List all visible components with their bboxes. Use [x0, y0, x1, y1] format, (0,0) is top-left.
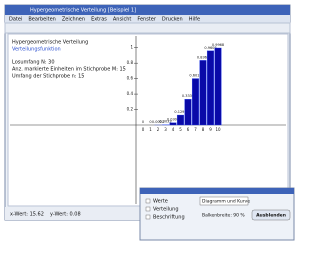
bar: [215, 48, 222, 125]
checkbox-label: Werte: [153, 199, 168, 205]
menu-item[interactable]: Extras: [91, 17, 107, 23]
info-heading: Hypergeometrische Verteilung: [12, 40, 88, 46]
menu-item[interactable]: Datei: [9, 17, 22, 23]
status-text: y-Wert: 0.08: [50, 212, 81, 218]
menu-item[interactable]: Zeichnen: [62, 17, 85, 23]
info-line: Losumfang N: 30: [12, 60, 55, 66]
x-tick-label: 5: [179, 127, 182, 132]
checkbox-label: Beschriftung: [153, 215, 185, 221]
select-value: Diagramm und Kurve: [202, 199, 250, 205]
checkbox[interactable]: [146, 199, 150, 203]
bar: [177, 115, 184, 125]
bar: [170, 123, 177, 125]
menu-item[interactable]: Hilfe: [189, 17, 200, 23]
y-tick-label: 0.8: [127, 60, 134, 65]
x-tick-label: 6: [187, 127, 190, 132]
window-title: Hypergeometrische Verteilung [Beispiel 1…: [30, 8, 136, 14]
x-tick-label: 7: [194, 127, 197, 132]
value-label: 0: [142, 120, 144, 124]
dialog-title-bar: [140, 188, 294, 194]
y-tick-label: 0.2: [127, 107, 134, 112]
info-line: Umfang der Stichprobe n: 15: [12, 74, 84, 80]
checkbox[interactable]: [146, 215, 150, 219]
screenshot: Hypergeometrische Verteilung [Beispiel 1…: [0, 0, 300, 250]
value-label: 0.9968: [212, 43, 224, 47]
y-tick-label: 0.6: [127, 76, 134, 81]
body: {"window": {"title": "Hypergeometrische …: [0, 0, 300, 250]
checkbox[interactable]: [146, 207, 150, 211]
x-tick-label: 4: [172, 127, 175, 132]
menu-item[interactable]: Drucken: [162, 17, 183, 23]
x-tick-label: 8: [202, 127, 205, 132]
menu-item[interactable]: Ansicht: [113, 17, 132, 23]
toolbar: [5, 23, 290, 33]
bar-width: Balkenbreite: 90 %: [202, 213, 245, 219]
x-tick-label: 3: [164, 127, 167, 132]
x-tick-label: 0: [142, 127, 145, 132]
menu-item[interactable]: Bearbeiten: [28, 17, 55, 23]
x-tick-label: 1: [149, 127, 152, 132]
menu-item[interactable]: Fenster: [137, 17, 156, 23]
y-tick-label: 0.4: [127, 91, 134, 96]
x-tick-label: 2: [157, 127, 160, 132]
bar: [192, 79, 199, 125]
status-text: x-Wert: 15.62: [10, 212, 44, 218]
info-subheading: Verteilungsfunktion: [12, 47, 61, 53]
x-tick-label: 10: [215, 127, 221, 132]
bar: [185, 99, 192, 125]
bar: [200, 60, 207, 125]
checkbox-label: Verteilung: [153, 207, 179, 213]
button-label: Ausblenden: [256, 213, 286, 219]
info-line: Anz. markierte Einheiten im Stichprobe M…: [12, 67, 126, 73]
x-tick-label: 9: [209, 127, 212, 132]
bar: [207, 51, 214, 125]
